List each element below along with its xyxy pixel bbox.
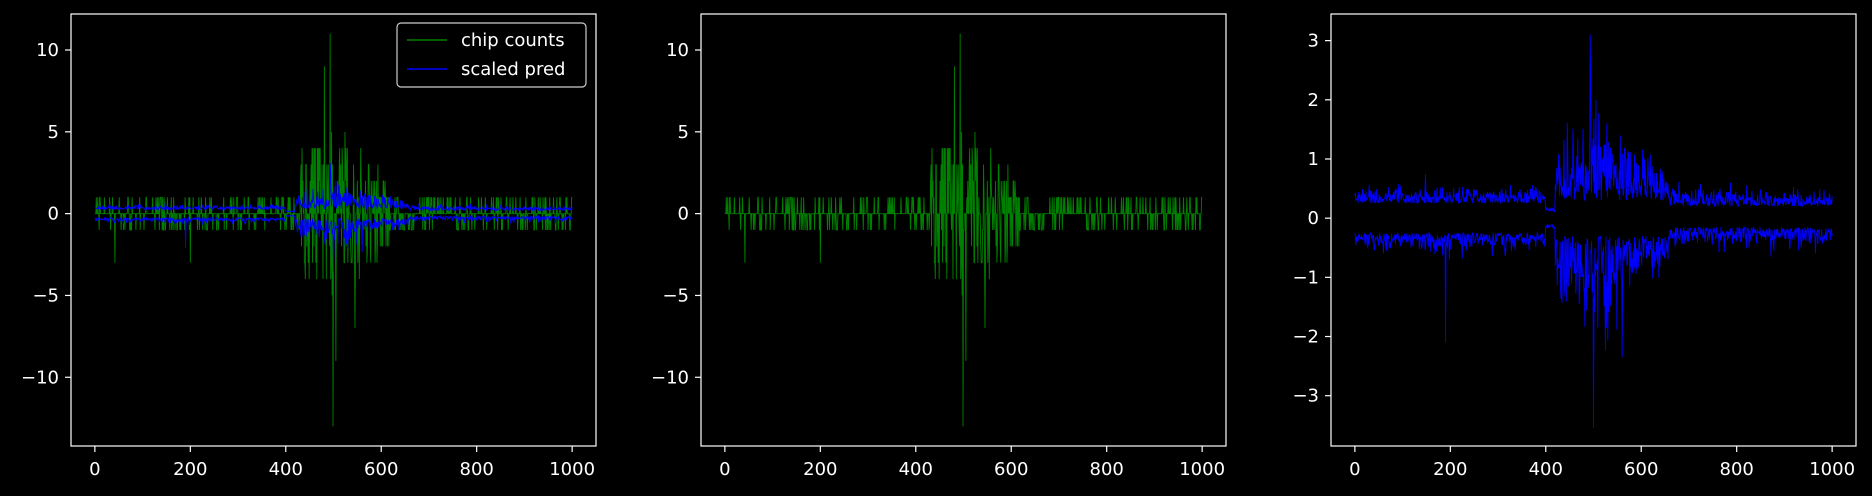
x-tick-label: 400	[1529, 459, 1563, 480]
x-tick-label: 200	[803, 459, 837, 480]
y-tick-label: 0	[48, 204, 59, 225]
panel-right-scaled-pred: 0 200 400 600 800 1000 −3 −2 −1 0 1 2 3	[1292, 13, 1857, 480]
series-line-scaled-pred-upper	[1354, 34, 1833, 213]
y-tick-label: 2	[1308, 90, 1319, 111]
y-tick-label: 10	[36, 40, 59, 61]
legend-frame	[396, 22, 587, 88]
x-tick-label: 800	[1720, 459, 1754, 480]
y-tick-label: 5	[48, 122, 59, 143]
y-tick-label: −5	[662, 285, 689, 306]
legend-label-scaled-pred: scaled pred	[461, 59, 565, 80]
x-tick-label: 800	[460, 459, 494, 480]
series-line-scaled-pred-upper	[94, 162, 573, 213]
x-tick-label: 1000	[1809, 459, 1855, 480]
series-line-chip-counts	[724, 33, 1203, 427]
y-tick-label: 10	[666, 40, 689, 61]
y-tick-label: 5	[678, 122, 689, 143]
x-tick-label: 600	[1624, 459, 1658, 480]
y-tick-label: −5	[32, 285, 59, 306]
y-tick-label: 1	[1308, 149, 1319, 170]
y-tick-label: −1	[1292, 267, 1319, 288]
y-tick-label: −2	[1292, 327, 1319, 348]
panel-middle-chip-counts: 0 200 400 600 800 1000 −10 −5 0 5 10	[651, 13, 1227, 480]
x-tick-label: 600	[364, 459, 398, 480]
x-tick-label: 1000	[1179, 459, 1225, 480]
y-tick-label: 0	[1308, 208, 1319, 229]
x-tick-label: 800	[1090, 459, 1124, 480]
y-tick-label: −3	[1292, 386, 1319, 407]
x-tick-label: 400	[269, 459, 303, 480]
x-tick-label: 400	[899, 459, 933, 480]
y-tick-label: 0	[678, 204, 689, 225]
series-line-chip-counts	[94, 33, 573, 427]
legend-label-chip-counts: chip counts	[461, 30, 565, 51]
x-tick-label: 200	[1433, 459, 1467, 480]
x-tick-label: 1000	[549, 459, 595, 480]
legend: chip counts scaled pred	[396, 22, 587, 88]
y-tick-label: −10	[21, 367, 59, 388]
x-tick-label: 0	[719, 459, 730, 480]
series-line-scaled-pred-lower	[1354, 223, 1833, 429]
x-tick-label: 0	[1349, 459, 1360, 480]
x-tick-label: 200	[173, 459, 207, 480]
x-tick-label: 600	[994, 459, 1028, 480]
y-tick-label: 3	[1308, 31, 1319, 52]
series-line-scaled-pred-lower	[94, 214, 573, 272]
x-tick-label: 0	[89, 459, 100, 480]
y-tick-label: −10	[651, 367, 689, 388]
